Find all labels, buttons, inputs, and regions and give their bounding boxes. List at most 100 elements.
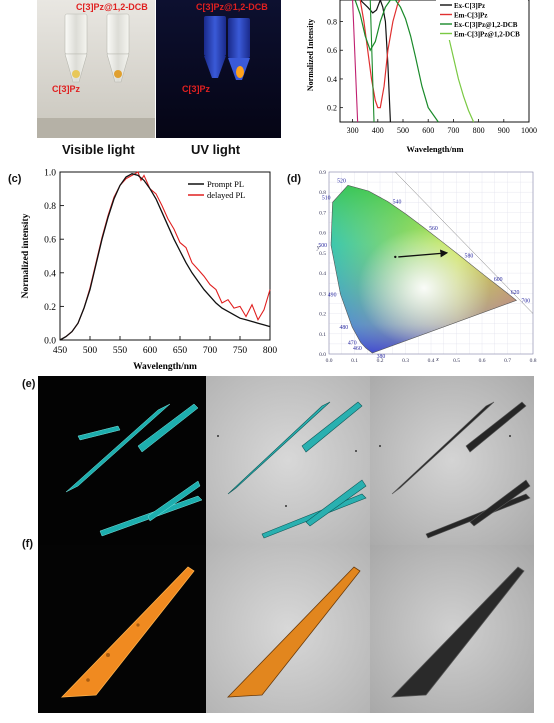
cie-wavelength-label: 480 [340, 325, 349, 331]
chart-c-x-tick-label: 750 [233, 346, 248, 356]
chart-b-series-line [352, 0, 359, 123]
chart-d-y-tick-label: 0.4 [319, 271, 326, 277]
cie-wavelength-label: 520 [337, 178, 346, 184]
chart-b-x-tick-label: 700 [447, 126, 459, 135]
cie-wavelength-label: 600 [494, 277, 503, 283]
chart-b-legend-label: Ex-C[3]Pz [454, 2, 485, 10]
chart-b-y-tick-label: 0.8 [327, 18, 337, 27]
chart-b-x-tick-label: 500 [397, 126, 409, 135]
visible-light-caption: Visible light [62, 142, 135, 157]
chart-b-y-ticks: 0.2 0.4 0.6 0.8 [327, 18, 343, 113]
uv-vials [204, 16, 250, 80]
chart-d-y-tick-label: 0.7 [319, 210, 326, 216]
chart-c-y-tick-label: 0.8 [44, 202, 56, 212]
chart-b-x-tick-label: 400 [372, 126, 384, 135]
cie-color-area [331, 185, 517, 353]
chart-c-y-tick-label: 0.0 [44, 337, 56, 347]
e-fluorescence-image [38, 376, 206, 545]
chart-b-x-tick-label: 300 [347, 126, 359, 135]
cie-tangent-line [395, 171, 534, 314]
chart-b: 300 400 500 600 700 800 900 1000 0.2 0.4 0.6 0.8 W… [306, 0, 537, 154]
chart-d-y-tick-label: 0.0 [319, 352, 326, 358]
vial-left [64, 13, 88, 55]
label-dcb-uv: C[3]Pz@1,2-DCB [196, 2, 268, 12]
chart-d-y-tick-label: 0.1 [319, 332, 326, 338]
chart-c-x-tick-label: 700 [203, 346, 218, 356]
orange-crystal [60, 566, 195, 698]
chart-d-x-tick-label: 0.3 [402, 358, 409, 364]
chart-b-y-tick-label: 0.6 [327, 46, 337, 55]
chart-c-x-tick-label: 800 [263, 346, 278, 356]
cie-wavelength-label: 470 [348, 340, 357, 346]
cie-wavelength-label: 380 [377, 354, 386, 360]
cie-wavelength-label: 540 [393, 200, 402, 206]
visible-vials [37, 13, 155, 138]
cie-wavelength-label: 500 [318, 243, 327, 249]
chart-d-x-tick-label: 0.0 [326, 358, 333, 364]
chart-b-x-tick-label: 800 [473, 126, 485, 135]
chart-b-ylabel: Normalized Intensity [306, 19, 315, 91]
cie-wavelength-label: 460 [353, 346, 362, 352]
chart-c-x-tick-label: 500 [83, 346, 98, 356]
chart-c-x-tick-label: 600 [143, 346, 158, 356]
chart-c-y-tick-label: 0.6 [44, 236, 56, 246]
panel-e-letter: (e) [22, 378, 36, 390]
uv-light-caption: UV light [191, 142, 241, 157]
uv-light-photo [156, 0, 281, 138]
panel-d-letter: (d) [287, 173, 302, 185]
chart-c-x-tick-label: 450 [53, 346, 68, 356]
chart-b-y-tick-label: 0.2 [327, 104, 337, 113]
chart-d-x-ticks: 0.0 0.1 0.2 0.3 0.4 0.5 0.6 0.7 0.8 [326, 358, 537, 364]
cie-wavelength-label: 560 [429, 226, 438, 232]
chart-c-legend-label: Prompt PL [207, 179, 244, 189]
chart-c-y-tick-label: 0.4 [44, 269, 56, 279]
cie-wavelength-label: 620 [511, 290, 520, 296]
cie-arrow [398, 249, 449, 258]
chart-d-y-ticks: 0.0 0.1 0.2 0.3 0.4 0.5 0.6 0.7 0.8 0.9 [319, 170, 326, 358]
chart-b-series-line [359, 0, 401, 109]
chart-d-xlabel: x [435, 357, 439, 363]
chart-b-x-tick-label: 600 [422, 126, 434, 135]
chart-c-legend-label: delayed PL [207, 190, 245, 200]
chart-d-y-tick-label: 0.9 [319, 170, 326, 176]
chart-c: 450 500 550 600 650 700 750 800 0.0 0.2 0.4 0.6 0.8… [21, 169, 278, 373]
chart-d-x-tick-label: 0.2 [377, 358, 384, 364]
uv-vial-left [204, 16, 226, 56]
chart-b-series-line [359, 0, 391, 123]
chart-c-x-ticks: 450 500 550 600 650 700 750 800 [53, 336, 278, 356]
chart-d-y-tick-label: 0.6 [319, 231, 326, 237]
chart-c-curves [59, 171, 271, 341]
chart-d-x-tick-label: 0.4 [428, 358, 435, 364]
chart-b-x-tick-label: 900 [498, 126, 510, 135]
cie-wavelength-label: 580 [465, 254, 474, 260]
chart-c-y-ticks: 0.0 0.2 0.4 0.6 0.8 1.0 [44, 169, 64, 347]
chart-d-x-tick-label: 0.8 [530, 358, 537, 364]
chart-c-xlabel: Wavelength/nm [133, 362, 197, 372]
chart-b-xlabel: Wavelength/nm [406, 144, 463, 154]
chart-c-x-tick-label: 650 [173, 346, 188, 356]
chart-b-series-line [369, 0, 375, 123]
chart-d-x-tick-label: 0.6 [479, 358, 486, 364]
f-fluorescence-image [38, 545, 206, 713]
cie-spectral-locus [330, 184, 518, 354]
panel-c-letter: (c) [8, 173, 22, 185]
chart-d-x-tick-label: 0.5 [453, 358, 460, 364]
f-brightfield-image [370, 545, 534, 713]
chart-b-y-tick-label: 0.4 [327, 75, 337, 84]
chart-b-legend-label: Em-C[3]Pz [454, 12, 487, 20]
cie-frame [328, 171, 534, 355]
chart-c-ylabel: Normalized intensity [21, 213, 31, 298]
cie-wavelength-label: 490 [328, 292, 337, 298]
chart-d-y-tick-label: 0.2 [319, 312, 326, 318]
chart-b-frame [339, 0, 530, 123]
chart-b-x-ticks: 300 400 500 600 700 800 900 1000 [347, 119, 537, 135]
uv-vial-right [228, 18, 250, 58]
chart-b-curves [352, 0, 475, 123]
vial-right [106, 13, 130, 55]
chart-c-x-tick-label: 550 [113, 346, 128, 356]
cie-wavelength-label: 700 [521, 298, 530, 304]
chart-d-y-tick-label: 0.3 [319, 291, 326, 297]
chart-b-series-line [354, 0, 439, 123]
